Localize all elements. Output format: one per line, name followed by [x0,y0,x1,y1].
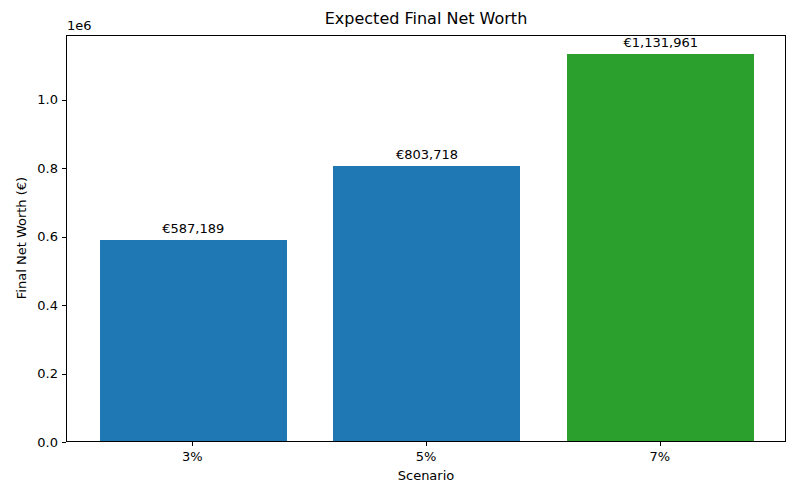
y-axis-offset-text: 1e6 [67,18,92,33]
x-tick-label: 7% [649,449,670,464]
x-tick-mark [660,442,661,446]
y-tick-mark [62,100,66,101]
chart-title: Expected Final Net Worth [66,9,786,28]
bar-chart-figure: Expected Final Net Worth 1e6 Final Net W… [0,0,800,500]
bar-3% [100,240,287,441]
plot-area: €587,189 €803,718 €1,131,961 [66,35,786,442]
y-tick-label: 0.8 [37,161,58,176]
y-axis-label: Final Net Worth (€) [14,177,29,299]
y-tick-label: 0.0 [37,435,58,450]
bar-7% [567,54,754,441]
y-tick-label: 0.4 [37,298,58,313]
y-tick-label: 1.0 [37,92,58,107]
x-axis-label: Scenario [66,468,786,483]
y-tick-label: 0.6 [37,229,58,244]
bar-value-label: €587,189 [162,221,224,236]
y-tick-mark [62,237,66,238]
bar-value-label: €803,718 [396,147,458,162]
y-tick-mark [62,305,66,306]
bar-value-label: €1,131,961 [624,35,698,50]
x-tick-mark [426,442,427,446]
x-tick-label: 3% [182,449,203,464]
bar-5% [333,166,520,441]
x-tick-mark [192,442,193,446]
x-tick-label: 5% [416,449,437,464]
y-tick-mark [62,374,66,375]
y-tick-mark [62,168,66,169]
y-tick-label: 0.2 [37,366,58,381]
y-tick-mark [62,442,66,443]
